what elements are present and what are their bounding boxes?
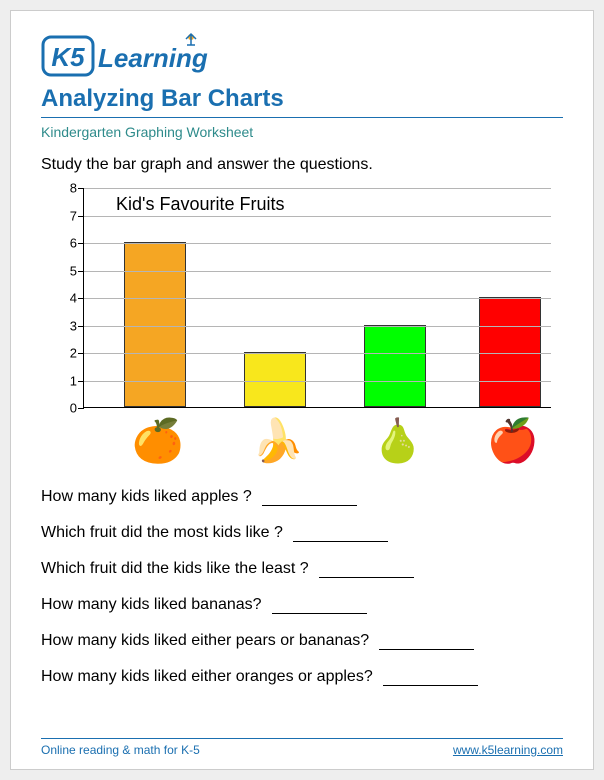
answer-blank[interactable] [319,577,414,578]
bar-orange [124,242,186,407]
bar-pear [364,325,426,408]
y-tick-label: 6 [70,237,77,250]
answer-blank[interactable] [379,649,474,650]
question-text: How many kids liked either pears or bana… [41,632,369,649]
question-3: Which fruit did the kids like the least … [41,560,563,578]
footer-rule [41,738,563,739]
y-tick-label: 4 [70,292,77,305]
y-tick-label: 1 [70,374,77,387]
footer-link[interactable]: www.k5learning.com [453,743,563,757]
svg-text:K5: K5 [51,42,85,72]
question-5: How many kids liked either pears or bana… [41,632,563,650]
y-tick-label: 3 [70,319,77,332]
y-tick-label: 8 [70,182,77,195]
title-rule [41,117,563,118]
bar-banana [244,352,306,407]
gridline [84,188,551,189]
gridline [84,216,551,217]
y-tick-mark [78,408,84,409]
orange-icon: 🍊 [131,414,185,468]
question-2: Which fruit did the most kids like ? [41,524,563,542]
apple-icon: 🍎 [486,414,540,468]
answer-blank[interactable] [383,685,478,686]
gridline [84,381,551,382]
bar-chart: 012345678 Kid's Favourite Fruits [61,188,551,408]
category-icons-row: 🍊 🍌 🍐 🍎 [87,414,553,474]
gridline [84,353,551,354]
question-text: How many kids liked apples ? [41,488,252,505]
instruction-text: Study the bar graph and answer the quest… [41,156,563,174]
page-footer: Online reading & math for K-5 www.k5lear… [41,738,563,757]
question-4: How many kids liked bananas? [41,596,563,614]
gridline [84,326,551,327]
y-tick-label: 0 [70,402,77,415]
footer-left: Online reading & math for K-5 [41,743,200,757]
question-6: How many kids liked either oranges or ap… [41,668,563,686]
gridline [84,271,551,272]
banana-icon: 🍌 [251,414,305,468]
page-subtitle: Kindergarten Graphing Worksheet [41,124,563,140]
gridline [84,243,551,244]
y-tick-label: 2 [70,347,77,360]
answer-blank[interactable] [272,613,367,614]
gridline [84,298,551,299]
svg-text:Learning: Learning [98,43,208,73]
question-text: How many kids liked bananas? [41,596,262,613]
answer-blank[interactable] [293,541,388,542]
y-tick-label: 7 [70,209,77,222]
question-1: How many kids liked apples ? [41,488,563,506]
bar-apple [479,297,541,407]
y-tick-label: 5 [70,264,77,277]
worksheet-page: K5 Learning Analyzing Bar Charts Kinderg… [10,10,594,770]
page-title: Analyzing Bar Charts [41,85,563,113]
pear-icon: 🍐 [371,414,425,468]
question-text: Which fruit did the most kids like ? [41,524,283,541]
answer-blank[interactable] [262,505,357,506]
questions-list: How many kids liked apples ? Which fruit … [41,488,563,686]
question-text: How many kids liked either oranges or ap… [41,668,373,685]
plot-area: Kid's Favourite Fruits [83,188,551,408]
k5-logo: K5 Learning [41,31,211,79]
question-text: Which fruit did the kids like the least … [41,560,309,577]
